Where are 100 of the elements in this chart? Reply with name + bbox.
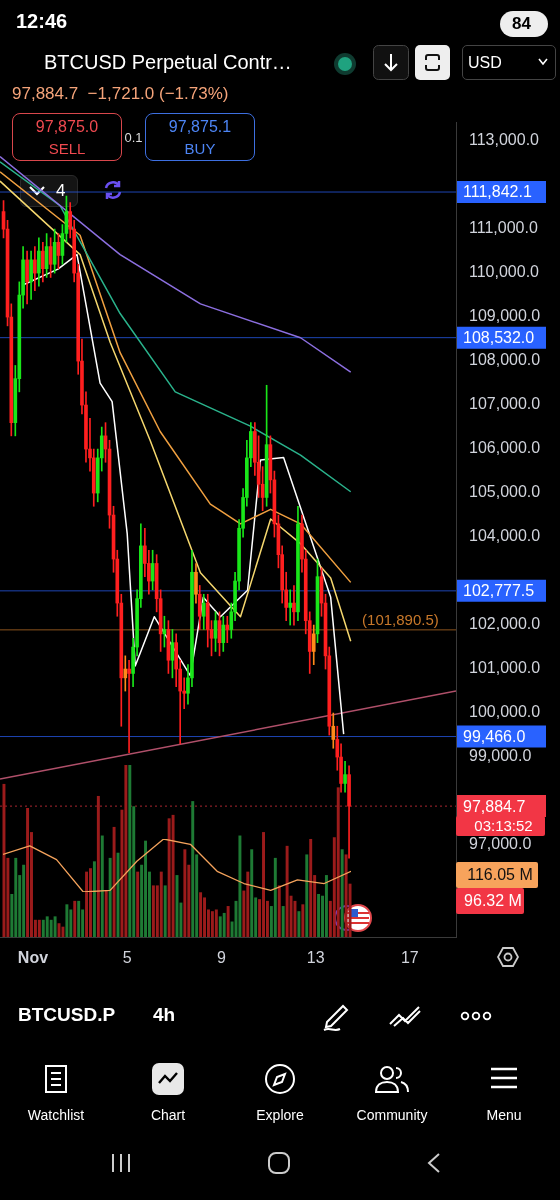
- bar: [336, 787, 340, 937]
- bar: [262, 832, 265, 937]
- text: BTCUSD.P: [18, 1004, 116, 1026]
- bar: [92, 861, 96, 937]
- text: Explore: [255, 1106, 305, 1125]
- x-tick-label: 17: [400, 949, 419, 967]
- y-tick-label: 97,000.0: [469, 835, 532, 853]
- bar: [226, 906, 230, 937]
- bar: [85, 871, 89, 937]
- y-tick-label: 105,000.0: [469, 483, 541, 501]
- annotation: 0.1: [124, 129, 143, 147]
- text: 84: [512, 13, 531, 35]
- bar: [112, 826, 116, 937]
- annotation: BUY: [183, 139, 217, 159]
- bar: [183, 849, 187, 937]
- bar: [136, 871, 140, 937]
- bar: [222, 912, 226, 937]
- x-tick-label: 5: [122, 949, 132, 967]
- bar: [45, 916, 49, 937]
- bar: [37, 919, 41, 937]
- y-tick-label: 111,000.0: [469, 219, 538, 237]
- bar: [73, 900, 77, 937]
- bar: [144, 840, 148, 937]
- x-tick-label: Nov: [17, 949, 49, 967]
- y-tick-label: 113,000.0: [469, 131, 540, 149]
- bar: [108, 857, 112, 937]
- annotation: 4: [56, 180, 66, 202]
- bar: [41, 919, 45, 937]
- bar: [273, 857, 277, 937]
- bar: [2, 783, 6, 937]
- text: USD: [468, 53, 502, 73]
- bar: [100, 835, 104, 937]
- bar: [218, 916, 222, 937]
- y-tick-label: 110,000.0: [469, 263, 540, 281]
- y-tick-label: 106,000.0: [469, 439, 541, 457]
- bar: [61, 926, 65, 937]
- y-tick-label: 108,000.0: [469, 351, 541, 369]
- annotation: 97,875.0: [34, 117, 100, 137]
- candlestick: [288, 589, 293, 626]
- bar: [191, 801, 195, 937]
- chart-subtitle: 97,884.7 −1,721.0 (−1.73%): [12, 84, 229, 104]
- bar: [104, 890, 108, 937]
- bar: [89, 868, 92, 937]
- chart-title: BTCUSD Perpetual Contr…: [44, 51, 292, 74]
- bar: [210, 911, 214, 937]
- bar: [301, 904, 305, 937]
- bar: [214, 909, 218, 937]
- ref-line-label: 102,777.5: [463, 582, 535, 600]
- bar: [96, 795, 100, 937]
- bar: [344, 854, 348, 937]
- ref-line-label: 111,842.1: [463, 183, 532, 201]
- bar: [340, 849, 344, 937]
- ref-line-label: 97,884.7: [463, 797, 526, 815]
- bar: [128, 765, 132, 937]
- bar: [277, 885, 281, 937]
- bar: [22, 864, 26, 937]
- bar: [324, 875, 328, 937]
- text: 4h: [153, 1004, 176, 1026]
- bar: [77, 900, 81, 937]
- bar: [26, 808, 30, 937]
- text: Menu: [485, 1106, 523, 1125]
- y-tick-label: 104,000.0: [469, 527, 541, 545]
- bar: [163, 885, 167, 937]
- text: Chart: [149, 1106, 187, 1125]
- bar: [199, 892, 203, 937]
- bar: [309, 838, 313, 937]
- ref-line-label: 99,466.0: [463, 727, 526, 745]
- bar: [171, 814, 175, 937]
- bar: [49, 919, 53, 937]
- text: Community: [355, 1106, 429, 1125]
- candlestick: [292, 585, 296, 626]
- y-tick-label: 102,000.0: [469, 615, 541, 633]
- bar: [246, 871, 250, 937]
- bar: [14, 857, 18, 937]
- text: 116.05 M: [456, 862, 538, 888]
- bar: [124, 765, 128, 937]
- candlestick: [127, 659, 131, 753]
- y-tick-label: 100,000.0: [469, 703, 541, 721]
- y-tick-label: 107,000.0: [469, 395, 541, 413]
- y-tick-label: 101,000.0: [469, 659, 541, 677]
- annotation: 97,875.1: [167, 117, 233, 137]
- text: Watchlist: [26, 1106, 86, 1125]
- bar: [250, 849, 254, 937]
- bar: [317, 894, 321, 937]
- y-tick-label: 99,000.0: [469, 747, 532, 765]
- text: 96.32 M: [456, 888, 524, 914]
- bar: [159, 871, 163, 937]
- x-tick-label: 13: [306, 949, 325, 967]
- annotation: SELL: [47, 139, 87, 159]
- bar: [238, 835, 242, 937]
- y-tick-label: 109,000.0: [469, 307, 541, 325]
- x-tick-label: 9: [216, 949, 226, 967]
- bar: [65, 904, 69, 937]
- bar: [305, 854, 309, 937]
- bar: [53, 916, 57, 937]
- text: 12:46: [16, 10, 68, 32]
- annotation: (101,890.5): [362, 610, 439, 628]
- bar: [281, 906, 285, 937]
- ref-line-label: 108,532.0: [463, 329, 535, 347]
- candlestick: [225, 615, 230, 643]
